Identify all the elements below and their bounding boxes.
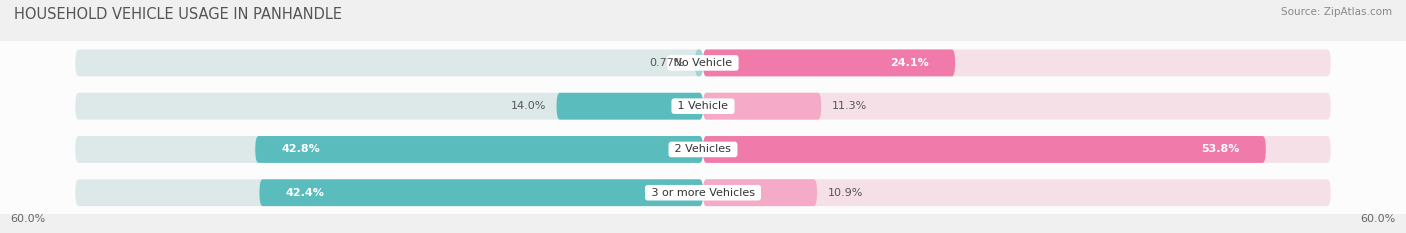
Bar [0,128,1406,171]
FancyBboxPatch shape [703,93,1330,120]
Text: 3 or more Vehicles: 3 or more Vehicles [648,188,758,198]
Text: 53.8%: 53.8% [1201,144,1240,154]
Bar [0,41,1406,85]
FancyBboxPatch shape [76,136,703,163]
FancyBboxPatch shape [557,93,703,120]
Text: 24.1%: 24.1% [890,58,929,68]
FancyBboxPatch shape [703,179,817,206]
FancyBboxPatch shape [703,93,821,120]
Text: 0.77%: 0.77% [650,58,685,68]
Text: 60.0%: 60.0% [10,214,46,224]
Text: 1 Vehicle: 1 Vehicle [675,101,731,111]
Text: Source: ZipAtlas.com: Source: ZipAtlas.com [1281,7,1392,17]
FancyBboxPatch shape [703,179,1330,206]
Text: 42.8%: 42.8% [281,144,321,154]
FancyBboxPatch shape [703,49,1330,76]
Text: 2 Vehicles: 2 Vehicles [671,144,735,154]
Bar [0,85,1406,128]
Text: 42.4%: 42.4% [285,188,325,198]
FancyBboxPatch shape [256,136,703,163]
Bar [0,171,1406,214]
FancyBboxPatch shape [76,179,703,206]
FancyBboxPatch shape [260,179,703,206]
FancyBboxPatch shape [76,93,703,120]
FancyBboxPatch shape [703,136,1265,163]
Text: 60.0%: 60.0% [1360,214,1396,224]
FancyBboxPatch shape [703,49,955,76]
Text: 11.3%: 11.3% [832,101,868,111]
Text: 10.9%: 10.9% [828,188,863,198]
FancyBboxPatch shape [703,136,1330,163]
Text: HOUSEHOLD VEHICLE USAGE IN PANHANDLE: HOUSEHOLD VEHICLE USAGE IN PANHANDLE [14,7,342,22]
FancyBboxPatch shape [695,49,703,76]
FancyBboxPatch shape [76,49,703,76]
Text: 14.0%: 14.0% [510,101,546,111]
Text: No Vehicle: No Vehicle [671,58,735,68]
